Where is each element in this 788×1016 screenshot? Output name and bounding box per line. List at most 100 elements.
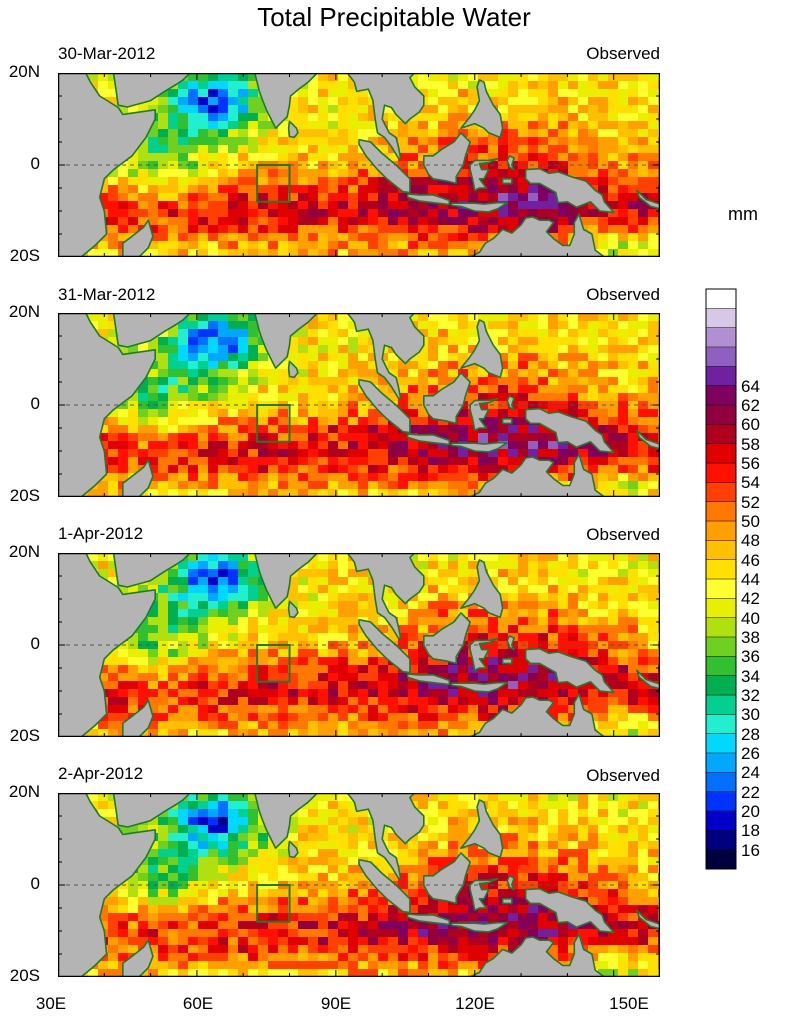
lat-label-20s: 20S: [9, 726, 40, 745]
colorbar-swatch: [706, 482, 736, 503]
colorbar-swatch: [706, 540, 736, 561]
landmass: [450, 441, 509, 453]
colorbar-swatch: [706, 656, 736, 677]
colorbar-label: 18: [741, 821, 760, 841]
landmass: [506, 635, 515, 651]
landmass: [287, 840, 299, 859]
landmass: [406, 913, 451, 926]
landmass: [506, 875, 515, 891]
landmass: [466, 693, 606, 737]
landmass: [406, 673, 451, 686]
landmass: [524, 647, 615, 694]
panel-status-4: Observed: [586, 766, 660, 785]
landmass: [358, 858, 411, 914]
map-panel-3: [58, 553, 660, 737]
colorbar-label: 22: [741, 782, 760, 802]
map-frame: [58, 793, 660, 977]
landmass: [345, 553, 425, 640]
lat-label-20n: 20N: [8, 542, 40, 561]
landmass: [466, 933, 606, 977]
colorbar-swatch: [706, 385, 736, 406]
landmass: [422, 851, 471, 905]
colorbar-label: 48: [741, 531, 760, 551]
colorbar-label: 52: [741, 492, 760, 512]
colorbar-label: 30: [741, 705, 760, 725]
colorbar-swatch: [706, 675, 736, 696]
landmass: [422, 611, 471, 665]
colorbar-label: 36: [741, 647, 760, 667]
landmass: [251, 313, 319, 370]
colorbar-swatch: [706, 347, 736, 367]
lon-label-60e: 60E: [182, 994, 214, 1013]
landmass: [345, 313, 425, 400]
colorbar-swatch: [706, 772, 736, 793]
colorbar-label: 20: [741, 802, 760, 821]
landmass: [450, 921, 509, 933]
lat-label-20n: 20N: [8, 302, 40, 321]
colorbar-swatch: [706, 598, 736, 619]
lat-label-20n: 20N: [8, 62, 40, 81]
colorbar-label: 56: [741, 454, 760, 473]
lat-label-0: 0: [30, 874, 40, 893]
lat-label-20n: 20N: [8, 782, 40, 801]
units-label: mm: [728, 204, 758, 224]
colorbar-label: 60: [741, 415, 760, 435]
lon-label-30e: 30E: [35, 994, 67, 1013]
colorbar-label: 34: [741, 666, 760, 686]
lat-label-0: 0: [30, 394, 40, 413]
landmass: [501, 898, 513, 905]
colorbar-swatch: [706, 617, 736, 638]
colorbar-swatch: [706, 501, 736, 522]
panel-date-1: 30-Mar-2012: [58, 44, 156, 63]
colorbar-swatch: [706, 521, 736, 541]
landmass: [122, 939, 154, 977]
colorbar-swatch: [706, 289, 736, 309]
colorbar-swatch: [706, 637, 736, 657]
colorbar-swatch: [706, 753, 736, 773]
landmass: [406, 433, 451, 446]
map-panel-2: [58, 313, 660, 497]
colorbar-label: 16: [741, 840, 760, 860]
landmass: [287, 600, 299, 619]
landmass: [422, 371, 471, 425]
landmass: [524, 407, 615, 454]
colorbar-label: 44: [741, 570, 760, 589]
region-box: [256, 404, 291, 443]
landmass: [460, 319, 504, 379]
region-box: [256, 164, 291, 203]
map-frame: [58, 73, 660, 257]
panel-status-2: Observed: [586, 285, 660, 304]
lat-label-20s: 20S: [9, 486, 40, 505]
landmass: [450, 681, 509, 693]
colorbar: [705, 288, 737, 870]
landmass: [466, 213, 606, 257]
lon-label-120e: 120E: [455, 994, 495, 1013]
colorbar-swatch: [706, 463, 736, 483]
colorbar-swatch: [706, 791, 736, 812]
colorbar-label: 50: [741, 512, 760, 531]
colorbar-swatch: [706, 579, 736, 599]
landmass: [358, 378, 411, 434]
landmass: [506, 395, 515, 411]
landmass: [358, 138, 411, 194]
landmass: [112, 793, 191, 828]
colorbar-swatch: [706, 733, 736, 754]
landmass: [287, 120, 299, 139]
map-frame: [58, 553, 660, 737]
landmass: [469, 877, 499, 912]
lon-label-150e: 150E: [609, 994, 649, 1013]
landmass: [524, 167, 615, 214]
landmass: [469, 157, 499, 192]
landmass: [469, 637, 499, 672]
colorbar-swatch: [706, 366, 736, 387]
colorbar-swatch: [706, 714, 736, 735]
map-frame: [58, 313, 660, 497]
colorbar-swatch: [706, 849, 736, 870]
lat-label-0: 0: [30, 154, 40, 173]
landmass: [466, 453, 606, 497]
panel-status-3: Observed: [586, 525, 660, 544]
landmass: [251, 793, 319, 850]
region-box: [256, 644, 291, 683]
landmass: [112, 313, 191, 348]
landmass: [524, 887, 615, 934]
